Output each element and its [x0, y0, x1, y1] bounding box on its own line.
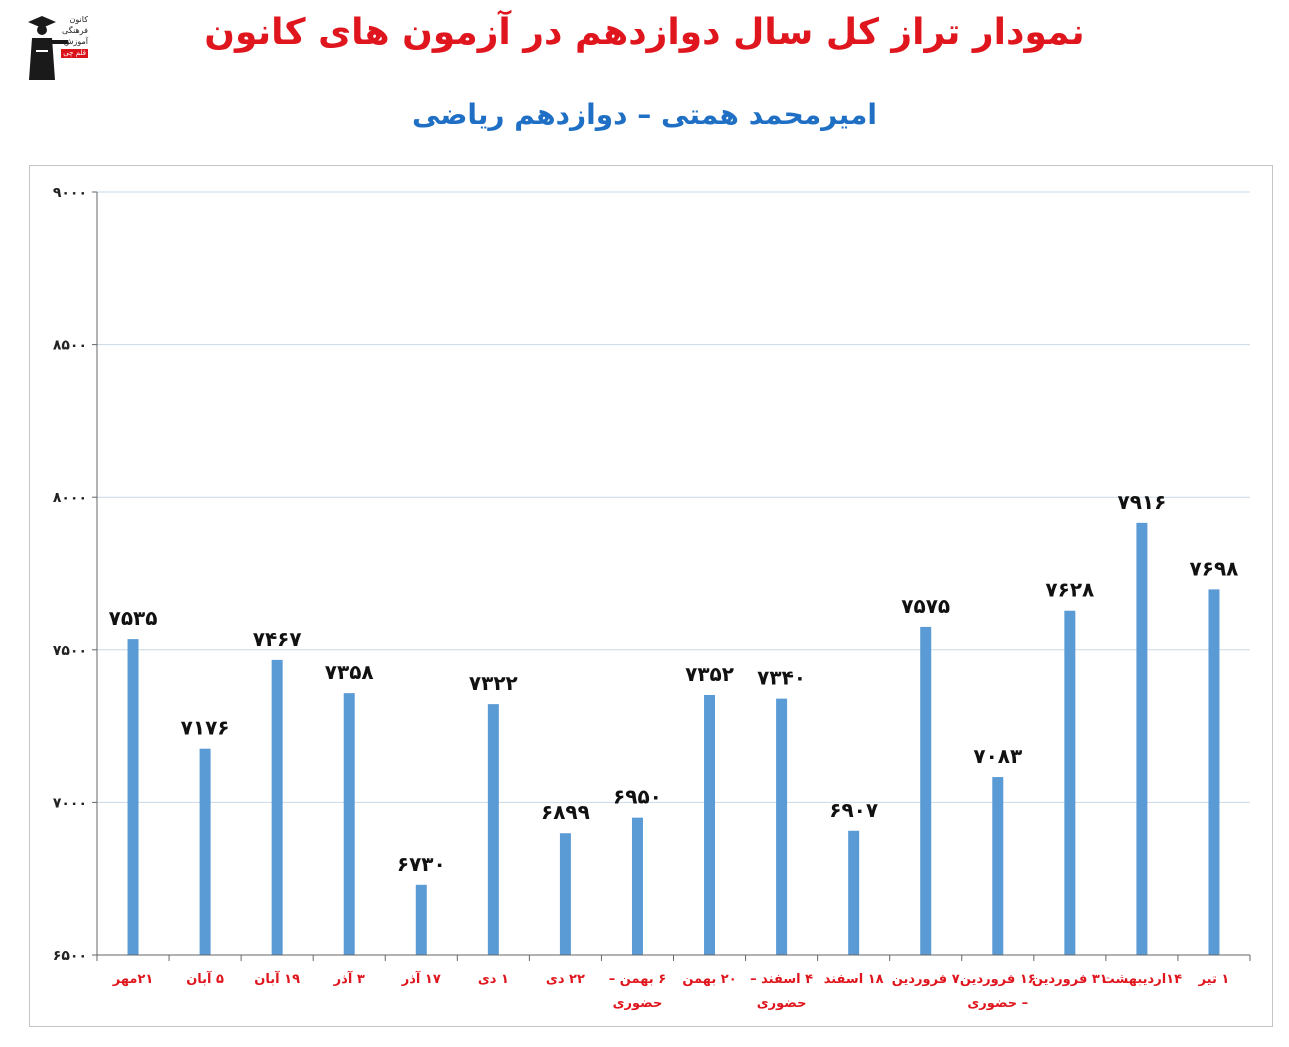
- data-label: ۷۱۷۶: [181, 716, 230, 740]
- y-tick-label: ۷۰۰۰: [53, 795, 87, 811]
- y-tick-label: ۸۰۰۰: [53, 490, 87, 506]
- bar: [704, 694, 716, 955]
- bar: [559, 833, 571, 955]
- x-tick-label-line: ۱۷ آذر: [401, 970, 441, 987]
- bar: [127, 639, 139, 955]
- bar: [271, 659, 283, 955]
- bar: [415, 884, 427, 955]
- bar: [776, 698, 788, 955]
- bar: [1136, 522, 1148, 955]
- x-tick-label-line: ۵ آبان: [186, 970, 224, 987]
- bar: [920, 626, 932, 955]
- x-tick-label: ۱۹ آبان: [254, 970, 300, 987]
- x-tick-label-line: – حضوری: [967, 996, 1028, 1011]
- y-axis: ۶۵۰۰ ۷۰۰۰ ۷۵۰۰ ۸۰۰۰ ۸۵۰۰ ۹۰۰۰: [53, 185, 98, 964]
- x-tick-label: ۱۴اردیبهشت: [1102, 972, 1182, 987]
- x-tick-label: ۱۸ اسفند: [824, 972, 884, 987]
- data-label: ۷۵۷۵: [901, 594, 950, 618]
- x-tick-label-line: ۲۲ دی: [546, 972, 585, 987]
- x-tick-label-line: ۱۹ آبان: [254, 970, 300, 987]
- y-tick-label: ۸۵۰۰: [53, 338, 87, 354]
- x-tick-label-line: ۳۱ فروردین: [1032, 972, 1108, 987]
- logo-text: کانون فرهنگی آموزش قلم چی: [48, 14, 88, 58]
- gridlines: [97, 191, 1250, 803]
- data-label: ۷۰۸۳: [973, 744, 1022, 768]
- y-tick-label: ۶۵۰۰: [53, 948, 87, 964]
- x-tick-label: ۴ اسفند – حضوری: [750, 972, 813, 1011]
- data-label: ۷۳۵۲: [685, 662, 734, 686]
- data-label: ۷۶۲۸: [1045, 578, 1094, 602]
- x-tick-label: ۳۱ فروردین: [1032, 972, 1108, 987]
- bar: [199, 748, 211, 955]
- x-tick-label: ۱ دی: [478, 972, 509, 987]
- x-tick-label-line: ۷ فروردین: [892, 972, 960, 987]
- logo-line-1: کانون: [69, 15, 88, 24]
- x-tick-label: ۵ آبان: [186, 970, 224, 987]
- y-tick-label: ۷۵۰۰: [53, 643, 87, 659]
- x-tick-label-line: ۱۸ اسفند: [824, 972, 884, 987]
- bar: [631, 817, 643, 955]
- data-label: ۷۳۲۲: [469, 671, 518, 695]
- x-tick-label: ۳ آذر: [333, 970, 365, 987]
- x-tick-label: ۲۱مهر: [112, 972, 154, 987]
- bar: [1064, 610, 1076, 955]
- x-tick-label-line: ۳ آذر: [333, 970, 365, 987]
- x-tick-label: ۲۰ بهمن: [682, 972, 736, 987]
- x-tick-label-line: حضوری: [613, 996, 663, 1011]
- data-label: ۷۶۹۸: [1190, 556, 1239, 580]
- data-label: ۶۹۵۰: [613, 785, 662, 809]
- data-label: ۷۳۵۸: [325, 660, 374, 684]
- chart-title: نمودار تراز کل سال دوازدهم در آزمون های …: [204, 12, 1085, 53]
- chart-frame: [29, 165, 1273, 1027]
- x-tick-label-line: ۶ بهمن –: [609, 972, 666, 987]
- x-tick-label-line: ۲۰ بهمن: [682, 972, 736, 987]
- data-label: ۷۵۳۵: [109, 606, 158, 630]
- data-label: ۶۹۰۷: [829, 798, 878, 822]
- x-tick-label-line: ۴ اسفند –: [750, 972, 813, 987]
- logo-line-2: فرهنگی: [62, 26, 88, 35]
- x-tick-label: ۱۶ فروردین – حضوری: [960, 972, 1036, 1011]
- bars: [127, 522, 1220, 955]
- logo: [22, 10, 88, 82]
- x-tick-label-line: ۱ تیر: [1198, 972, 1230, 987]
- x-tick-label: ۲۲ دی: [546, 972, 585, 987]
- data-label: ۶۷۳۰: [397, 852, 446, 876]
- x-axis: ۲۱مهر ۵ آبان ۱۹ آبان ۳ آذر ۱۷ آذر ۱ دی ۲۲ دی ۶ …: [96, 954, 1251, 1011]
- x-tick-label-line: ۱ دی: [478, 972, 509, 987]
- bar: [343, 693, 355, 955]
- data-label: ۷۹۱۶: [1117, 490, 1166, 514]
- bar: [848, 830, 860, 955]
- bar: [487, 704, 499, 955]
- x-tick-label-line: ۱۶ فروردین: [960, 972, 1036, 987]
- data-label: ۷۳۴۰: [757, 666, 806, 690]
- data-label: ۶۸۹۹: [541, 800, 590, 824]
- chart-subtitle: امیرمحمد همتی – دوازدهم ریاضی: [412, 98, 877, 131]
- x-tick-label: ۱ تیر: [1198, 972, 1230, 987]
- bar: [1208, 589, 1220, 955]
- x-tick-label-line: حضوری: [757, 996, 807, 1011]
- x-tick-label: ۷ فروردین: [892, 972, 960, 987]
- x-tick-label: ۱۷ آذر: [401, 970, 441, 987]
- value-labels: ۷۵۳۵ ۷۱۷۶ ۷۴۶۷ ۷۳۵۸ ۶۷۳۰ ۷۳۲۲ ۶۸۹۹ ۶۹۵۰ ۷۳۵۲ ۷۳۴۰…: [109, 490, 1239, 876]
- y-tick-label: ۹۰۰۰: [53, 185, 87, 201]
- logo-line-3: آموزش: [63, 37, 88, 46]
- x-tick-label-line: ۱۴اردیبهشت: [1102, 972, 1182, 987]
- x-tick-label-line: ۲۱مهر: [112, 972, 154, 987]
- bar: [992, 777, 1004, 955]
- logo-tag: قلم چی: [61, 49, 88, 58]
- x-tick-label: ۶ بهمن – حضوری: [609, 972, 666, 1011]
- data-label: ۷۴۶۷: [253, 627, 302, 651]
